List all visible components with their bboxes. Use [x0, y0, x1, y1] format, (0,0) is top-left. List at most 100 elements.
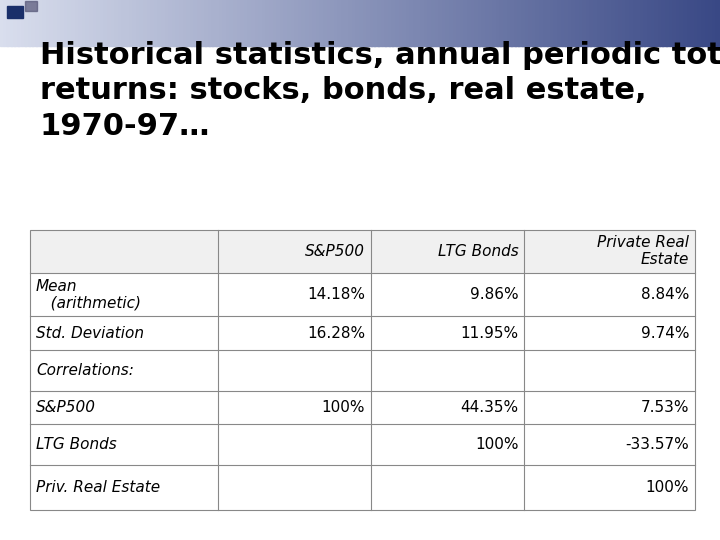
Bar	[349, 0, 354, 46]
Bar	[684, 0, 688, 46]
Bar	[119, 0, 123, 46]
Bar	[702, 0, 706, 46]
Text: S&P500: S&P500	[305, 244, 365, 259]
Bar	[464, 0, 469, 46]
Bar	[648, 0, 652, 46]
Bar	[385, 0, 390, 46]
Bar	[590, 0, 595, 46]
Bar	[191, 0, 195, 46]
Bar	[61, 0, 66, 46]
Bar	[425, 0, 429, 46]
Text: LTG Bonds: LTG Bonds	[36, 437, 117, 452]
Bar	[558, 0, 562, 46]
Bar	[22, 0, 26, 46]
Text: 16.28%: 16.28%	[307, 326, 365, 341]
Bar	[281, 0, 285, 46]
Text: -33.57%: -33.57%	[625, 437, 689, 452]
Bar	[259, 0, 264, 46]
Text: 44.35%: 44.35%	[461, 400, 518, 415]
Bar	[612, 0, 616, 46]
Bar	[353, 0, 357, 46]
Bar	[695, 0, 699, 46]
Bar	[187, 0, 192, 46]
Bar	[641, 0, 645, 46]
Bar	[637, 0, 642, 46]
Bar	[482, 0, 487, 46]
Bar	[306, 0, 310, 46]
Bar	[47, 0, 51, 46]
Bar	[432, 0, 436, 46]
Bar	[83, 0, 87, 46]
Bar	[486, 0, 490, 46]
Bar	[374, 0, 379, 46]
Text: 9.86%: 9.86%	[470, 287, 518, 302]
Bar	[659, 0, 663, 46]
Bar	[623, 0, 627, 46]
Bar	[407, 0, 411, 46]
Bar	[652, 0, 656, 46]
Bar	[594, 0, 598, 46]
Bar	[256, 0, 260, 46]
Text: 8.84%: 8.84%	[641, 287, 689, 302]
Bar	[504, 0, 508, 46]
Bar	[522, 0, 526, 46]
Bar	[536, 0, 541, 46]
Bar	[263, 0, 267, 46]
Bar	[184, 0, 188, 46]
Bar	[248, 0, 253, 46]
Bar	[320, 0, 325, 46]
Bar	[565, 0, 570, 46]
Bar	[670, 0, 674, 46]
Bar	[122, 0, 127, 46]
Bar	[331, 0, 336, 46]
Bar	[58, 0, 62, 46]
Bar	[76, 0, 80, 46]
Bar	[288, 0, 292, 46]
Bar	[130, 0, 134, 46]
Bar	[540, 0, 544, 46]
Bar	[673, 0, 678, 46]
Bar	[274, 0, 278, 46]
Bar	[151, 0, 156, 46]
Bar	[655, 0, 660, 46]
Bar	[0, 0, 4, 46]
Bar	[241, 0, 246, 46]
Bar	[367, 0, 372, 46]
Bar	[137, 0, 141, 46]
Bar	[166, 0, 170, 46]
Bar	[583, 0, 588, 46]
Bar	[7, 6, 23, 18]
Bar	[410, 0, 415, 46]
Bar	[148, 0, 152, 46]
Bar	[605, 0, 609, 46]
Bar	[436, 0, 440, 46]
Bar	[547, 0, 552, 46]
Bar	[461, 0, 465, 46]
Bar	[68, 0, 73, 46]
Bar	[551, 0, 555, 46]
Bar	[706, 0, 710, 46]
Text: Priv. Real Estate: Priv. Real Estate	[36, 480, 160, 495]
Text: S&P500: S&P500	[36, 400, 96, 415]
Bar	[511, 0, 516, 46]
Bar	[346, 0, 350, 46]
Text: 9.74%: 9.74%	[641, 326, 689, 341]
Bar	[382, 0, 386, 46]
Bar	[162, 0, 166, 46]
Bar	[310, 0, 314, 46]
Bar	[36, 0, 40, 46]
Bar	[634, 0, 638, 46]
Bar	[392, 0, 397, 46]
Bar	[324, 0, 328, 46]
Bar	[688, 0, 692, 46]
Bar	[24, 1, 37, 11]
Bar	[601, 0, 606, 46]
Bar	[626, 0, 631, 46]
Bar	[112, 0, 116, 46]
Bar	[360, 0, 364, 46]
Bar	[209, 0, 213, 46]
Bar	[104, 0, 109, 46]
Bar	[198, 0, 202, 46]
Bar	[133, 0, 138, 46]
Bar	[216, 0, 220, 46]
